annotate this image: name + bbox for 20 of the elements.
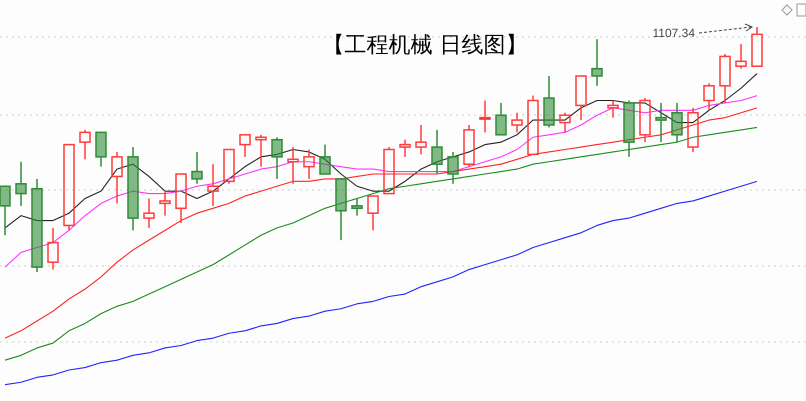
candlestick: [159, 190, 171, 216]
candlestick: [671, 102, 683, 143]
candlestick: [431, 129, 443, 175]
candlestick: [591, 38, 603, 87]
candlestick: [15, 161, 27, 207]
candlestick: [191, 151, 203, 185]
candlestick: [623, 100, 635, 158]
candlestick: [31, 178, 43, 273]
candlestick: [287, 146, 299, 185]
candlestick: [351, 198, 363, 216]
annotation: 1107.34: [652, 26, 696, 40]
chart-title: 【工程机械 日线图】: [322, 33, 528, 58]
candlestick: [655, 102, 667, 143]
candlestick: [543, 75, 555, 128]
candlestick: [447, 151, 459, 185]
candlestick: [143, 198, 155, 229]
candlestick: [479, 100, 491, 134]
candlestick: [207, 163, 219, 207]
candlestick: [399, 138, 411, 158]
candlestick: [127, 146, 139, 232]
